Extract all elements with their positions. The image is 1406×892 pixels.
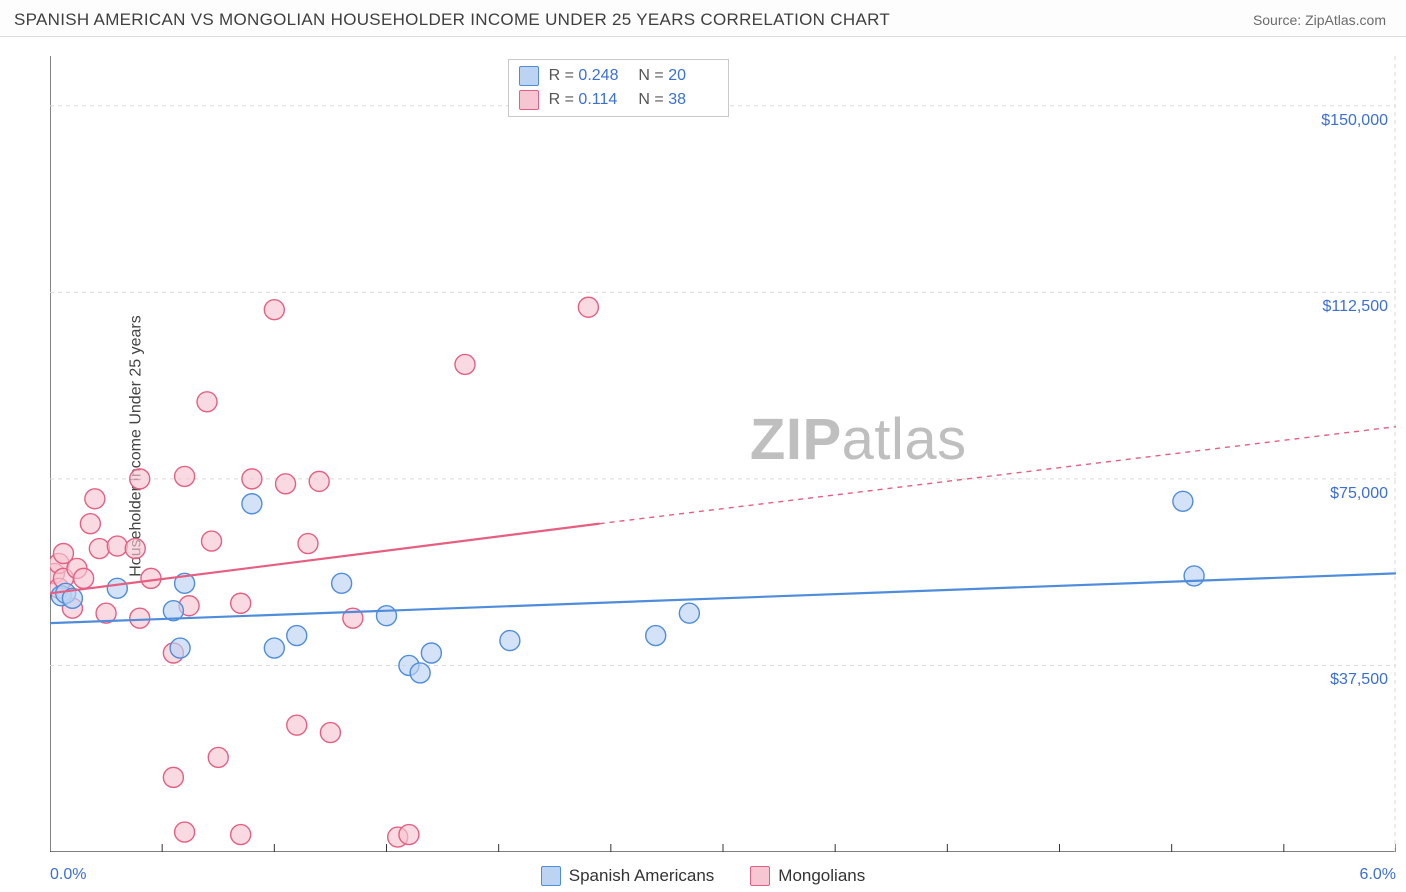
x-axis-labels: 0.0% 6.0% xyxy=(50,866,1396,884)
legend-n-value: N = 38 xyxy=(638,91,718,109)
legend-r-value: R = 0.248 xyxy=(549,67,629,85)
correlation-legend: R = 0.248 N = 20 R = 0.114 N = 38 xyxy=(508,59,730,117)
x-min-label: 0.0% xyxy=(50,866,86,884)
chart-source: Source: ZipAtlas.com xyxy=(1253,12,1386,28)
legend-n-value: N = 20 xyxy=(638,67,718,85)
legend-swatch xyxy=(519,66,539,86)
chart-header: SPANISH AMERICAN VS MONGOLIAN HOUSEHOLDE… xyxy=(0,0,1406,37)
y-gridline-label: $75,000 xyxy=(1330,485,1388,503)
y-gridline-label: $150,000 xyxy=(1321,112,1388,130)
corr-legend-row: R = 0.114 N = 38 xyxy=(515,88,723,112)
x-max-label: 6.0% xyxy=(1360,866,1396,884)
chart-title: SPANISH AMERICAN VS MONGOLIAN HOUSEHOLDE… xyxy=(14,10,890,30)
legend-r-value: R = 0.114 xyxy=(549,91,629,109)
corr-legend-row: R = 0.248 N = 20 xyxy=(515,64,723,88)
y-gridline-label: $112,500 xyxy=(1322,298,1388,316)
scatter-plot xyxy=(50,56,1396,852)
legend-swatch xyxy=(519,90,539,110)
chart-plot-area: ZIPatlas R = 0.248N = 20R = 0.114N = 38 … xyxy=(50,56,1396,852)
y-gridline-label: $37,500 xyxy=(1330,671,1388,689)
